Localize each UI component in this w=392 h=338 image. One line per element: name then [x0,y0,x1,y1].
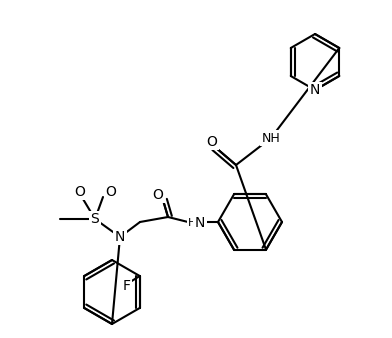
Text: N: N [310,83,320,97]
Text: O: O [105,185,116,199]
Text: O: O [207,135,218,149]
Text: H: H [188,218,196,228]
Text: N: N [115,230,125,244]
Text: O: O [74,185,85,199]
Text: S: S [91,212,100,226]
Text: N: N [195,216,205,230]
Text: O: O [152,188,163,202]
Text: NH: NH [261,131,280,145]
Text: F: F [123,279,131,293]
